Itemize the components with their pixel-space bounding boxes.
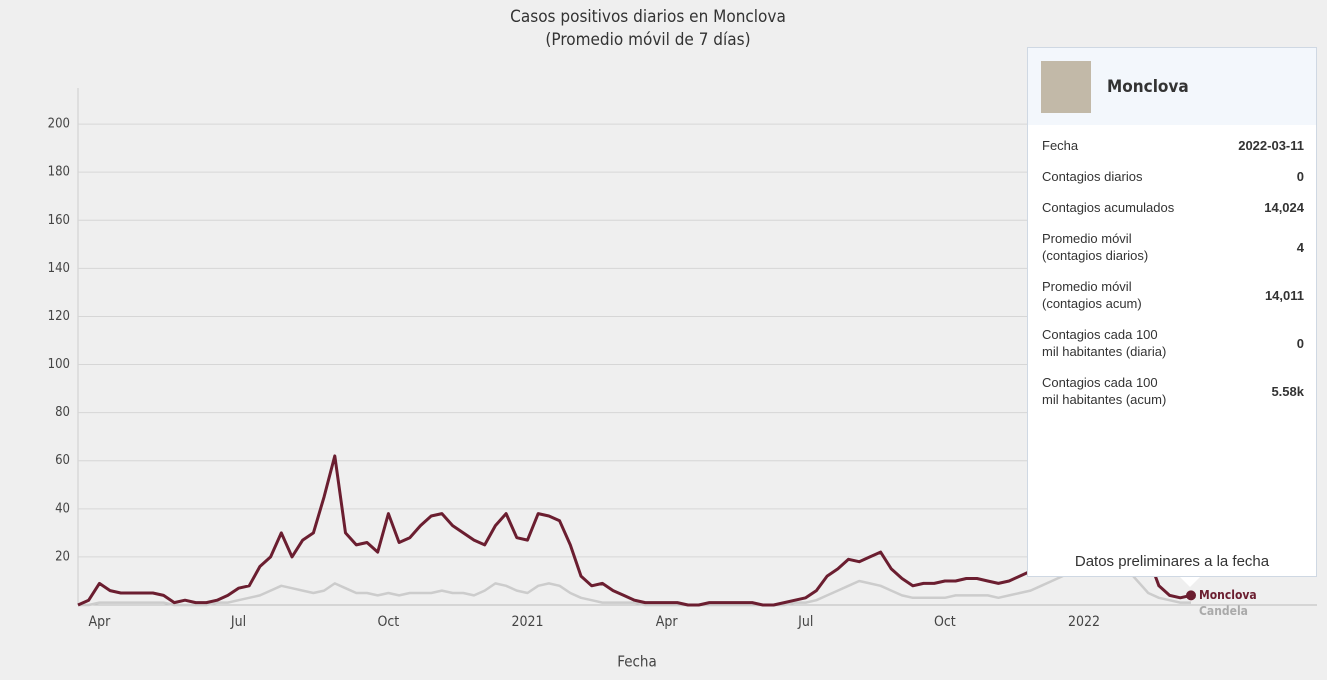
tooltip-row-label: Contagios cada 100 mil habitantes (diari… — [1042, 327, 1167, 359]
tooltip-row-label: Contagios diarios — [1042, 169, 1143, 184]
tooltip-row-value: 0 — [1296, 335, 1304, 351]
y-tick-label: 100 — [48, 357, 70, 372]
y-tick-label: 120 — [48, 309, 70, 324]
tooltip-row-value: 4 — [1296, 239, 1304, 255]
chart-subtitle: (Promedio móvil de 7 días) — [545, 30, 750, 50]
x-tick-label: Apr — [89, 614, 112, 630]
y-tick-label: 140 — [48, 261, 70, 276]
tooltip-row: Contagios diarios 0 — [1028, 168, 1316, 185]
x-tick-label: 2022 — [1068, 614, 1100, 630]
tooltip-title: Monclova — [1107, 76, 1189, 97]
tooltip-row-label: Promedio móvil (contagios acum) — [1042, 279, 1142, 311]
series-line — [77, 454, 1192, 607]
tooltip-row: Promedio móvil (contagios acum) 14,011 — [1028, 278, 1316, 312]
tooltip-row-label: Fecha — [1042, 138, 1079, 153]
tooltip-row-value: 2022-03-11 — [1238, 138, 1304, 153]
y-tick-label: 60 — [55, 453, 70, 468]
tooltip-row: Fecha 2022-03-11 — [1028, 137, 1316, 154]
hover-point — [1186, 590, 1196, 601]
tooltip-row-value: 14,011 — [1264, 287, 1304, 303]
tooltip-row: Contagios cada 100 mil habitantes (diari… — [1028, 326, 1316, 360]
tooltip-row-label: Promedio móvil (contagios diarios) — [1042, 231, 1149, 263]
tooltip-header: Monclova — [1028, 48, 1316, 125]
tooltip-rows: Fecha 2022-03-11 Contagios diarios 0 Contagi… — [1028, 125, 1316, 408]
x-tick-label: 2021 — [511, 614, 543, 630]
y-tick-label: 20 — [55, 549, 70, 564]
y-tick-label: 40 — [55, 501, 70, 516]
series-end-label: Candela — [1199, 604, 1248, 618]
series-line — [78, 550, 1191, 607]
x-tick-label: Jul — [797, 614, 813, 630]
x-tick-label: Jul — [230, 614, 246, 630]
x-tick-label: Oct — [377, 614, 399, 630]
tooltip-row-value: 5.58k — [1271, 383, 1304, 399]
tooltip-row: Contagios cada 100 mil habitantes (acum)… — [1028, 374, 1316, 408]
x-axis-label: Fecha — [617, 653, 657, 671]
tooltip-footer: Datos preliminares a la fecha — [1074, 553, 1270, 570]
tooltip-row-value: 0 — [1296, 169, 1304, 184]
y-tick-label: 200 — [48, 117, 70, 132]
tooltip-row: Contagios acumulados 14,024 — [1028, 199, 1316, 216]
y-tick-label: 160 — [48, 213, 70, 228]
x-tick-label: Oct — [934, 614, 956, 630]
x-tick-label: Apr — [656, 614, 679, 630]
chart-title: Casos positivos diarios en Monclova — [510, 7, 786, 27]
tooltip-row: Promedio móvil (contagios diarios) 4 — [1028, 230, 1316, 264]
tooltip: Monclova Fecha 2022-03-11 Contagios diario… — [1027, 47, 1317, 577]
tooltip-row-value: 14,024 — [1264, 200, 1304, 215]
y-tick-label: 80 — [55, 405, 70, 420]
tooltip-pointer — [1180, 577, 1200, 587]
y-tick-label: 180 — [48, 165, 70, 180]
tooltip-row-label: Contagios cada 100 mil habitantes (acum) — [1042, 375, 1167, 407]
series-end-label: Monclova — [1199, 588, 1257, 602]
tooltip-row-label: Contagios acumulados — [1042, 200, 1175, 215]
tooltip-icon — [1041, 60, 1091, 113]
